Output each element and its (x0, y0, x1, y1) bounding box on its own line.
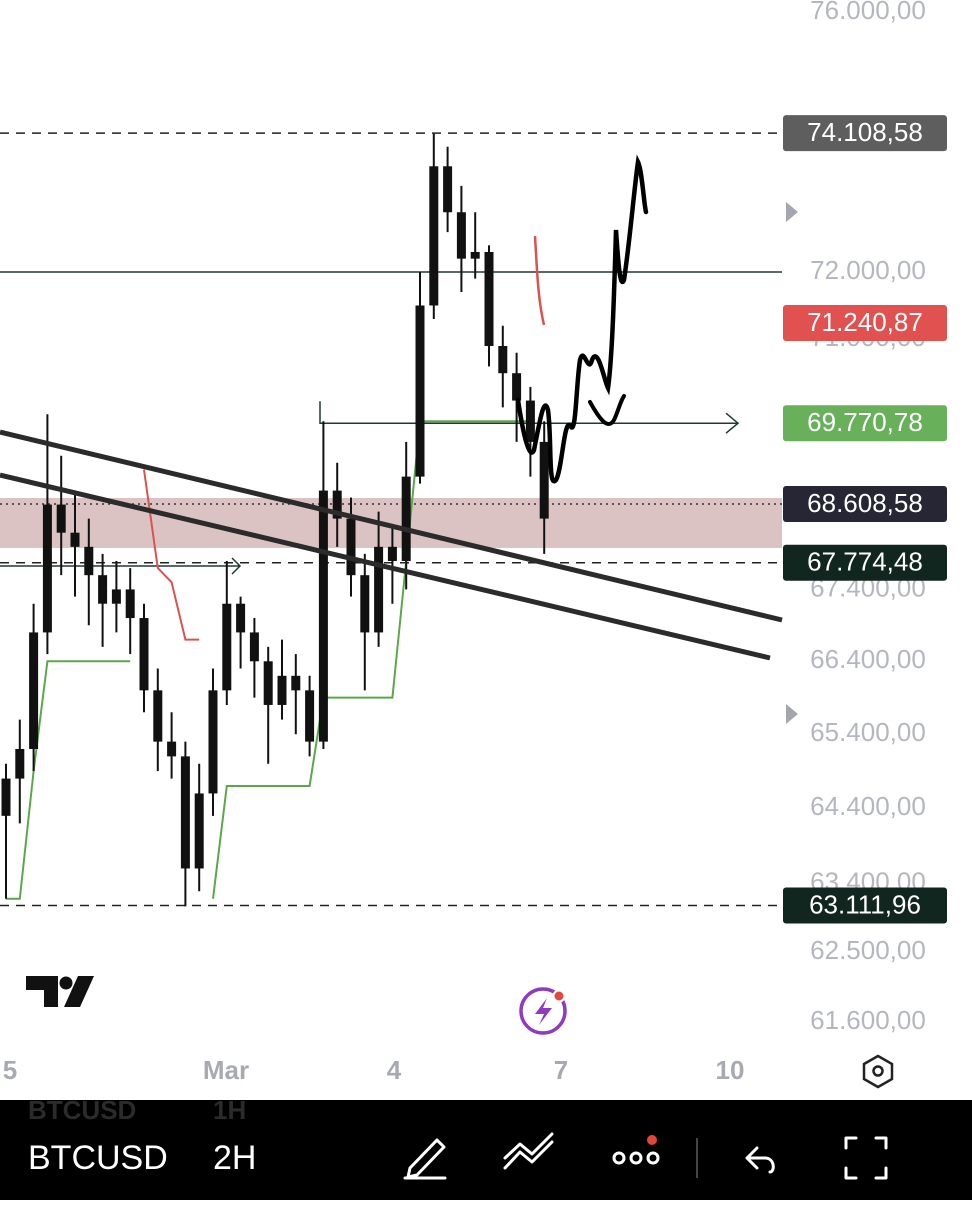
candle-body (125, 589, 135, 619)
y-tick-label: 72.000,00 (810, 255, 926, 285)
indicator-line (6, 660, 131, 900)
candle-body (305, 690, 315, 742)
candle-body (318, 490, 328, 742)
candle-body (29, 632, 39, 749)
overlay (0, 154, 894, 1089)
interval[interactable]: 2H (213, 1139, 256, 1177)
price-tag-label: 71.240,87 (807, 307, 923, 337)
x-label: 4 (387, 1055, 402, 1085)
candle-body (429, 166, 439, 306)
candle-body (15, 748, 25, 779)
candle-body (360, 575, 370, 633)
price-tags: 74.108,58 71.240,87 69.770,78 68.608,58 67.7… (783, 115, 947, 924)
candle-body (443, 166, 453, 213)
candle-body (98, 575, 108, 604)
candle-body (180, 756, 190, 869)
indicator-line (212, 420, 531, 899)
candle-body (539, 441, 549, 519)
ghost-symbol: BTCUSD (28, 1095, 136, 1125)
candle-body (236, 603, 246, 633)
x-label: 7 (554, 1055, 568, 1085)
candle-body (374, 546, 384, 633)
candle-body (346, 518, 356, 576)
candle-body (249, 632, 259, 662)
hand-drawn-path (515, 154, 649, 484)
candle-body (498, 346, 508, 374)
candle-body (1, 778, 11, 816)
toolbar-bg (0, 1100, 972, 1200)
y-tick-label: 66.400,00 (810, 644, 926, 674)
candle-body (277, 675, 287, 705)
more-icon[interactable] (612, 1151, 660, 1165)
arrow-line (319, 401, 740, 434)
price-tag (783, 887, 947, 924)
symbol[interactable]: BTCUSD (28, 1139, 168, 1177)
candle-body (401, 476, 411, 561)
ghost-interval: 1H (213, 1095, 246, 1125)
hand-drawn-stroke (533, 235, 546, 326)
candle-body (222, 603, 232, 691)
candle-body (470, 251, 480, 259)
undo-icon[interactable] (745, 1146, 775, 1174)
candle-body (387, 546, 397, 561)
candle-body (291, 675, 301, 691)
price-tag-label: 74.108,58 (807, 117, 923, 147)
toolbar: BTCUSD 1H BTCUSD 2H (0, 1095, 972, 1200)
series (1, 133, 549, 907)
x-label: 10 (716, 1055, 745, 1085)
y-tick-label: 61.600,00 (810, 1005, 926, 1035)
candle-body (139, 618, 149, 691)
candle-body (70, 532, 80, 547)
candle-body (332, 490, 342, 519)
price-tag-label: 69.770,78 (807, 407, 923, 437)
settings-icon[interactable] (862, 1054, 894, 1089)
candle-body (42, 504, 52, 633)
trend-icon[interactable] (503, 1132, 554, 1170)
price-zone (0, 497, 782, 548)
candle-body (484, 251, 494, 347)
candle-body (208, 690, 218, 794)
price-tag (783, 544, 947, 581)
candle-body (111, 589, 121, 604)
price-tag-label: 67.774,48 (807, 547, 923, 577)
price-tag (783, 485, 947, 522)
candle-body (84, 546, 94, 576)
y-tick-label: 62.500,00 (810, 935, 926, 965)
notification-dot (647, 1135, 657, 1145)
price-tag (783, 304, 947, 341)
tradingview-logo (26, 976, 94, 1007)
price-tag (783, 115, 947, 152)
x-label: Mar (203, 1055, 249, 1085)
candle-body (456, 212, 466, 259)
arrow-line (0, 557, 242, 575)
trend-line (0, 472, 771, 661)
price-tag-label: 63.111,96 (809, 889, 921, 919)
y-tick-label: 65.400,00 (810, 717, 926, 747)
scroll-arrow[interactable] (786, 202, 798, 222)
x-label: 5 (3, 1055, 17, 1085)
candle-body (512, 373, 522, 401)
candle-body (415, 305, 425, 477)
time-axis: 5 Mar 4 7 10 (3, 1055, 745, 1085)
y-tick-label: 64.400,00 (810, 791, 926, 821)
fullscreen-icon[interactable] (844, 1136, 888, 1180)
price-tag-label: 68.608,58 (807, 488, 923, 518)
candle-body (525, 400, 535, 442)
draw-icon[interactable] (403, 1138, 447, 1180)
candle-body (263, 661, 273, 705)
y-tick-label: 76.000,00 (810, 0, 926, 25)
lightning-icon[interactable] (519, 987, 567, 1035)
candle-body (194, 793, 204, 869)
hand-drawn-path (588, 394, 626, 426)
scroll-arrow[interactable] (786, 704, 798, 724)
candle-body (56, 504, 66, 533)
price-tag (783, 405, 947, 442)
trend-line (0, 429, 783, 623)
indicator-line (143, 469, 200, 641)
candle-body (153, 690, 163, 742)
candle-body (167, 741, 177, 757)
